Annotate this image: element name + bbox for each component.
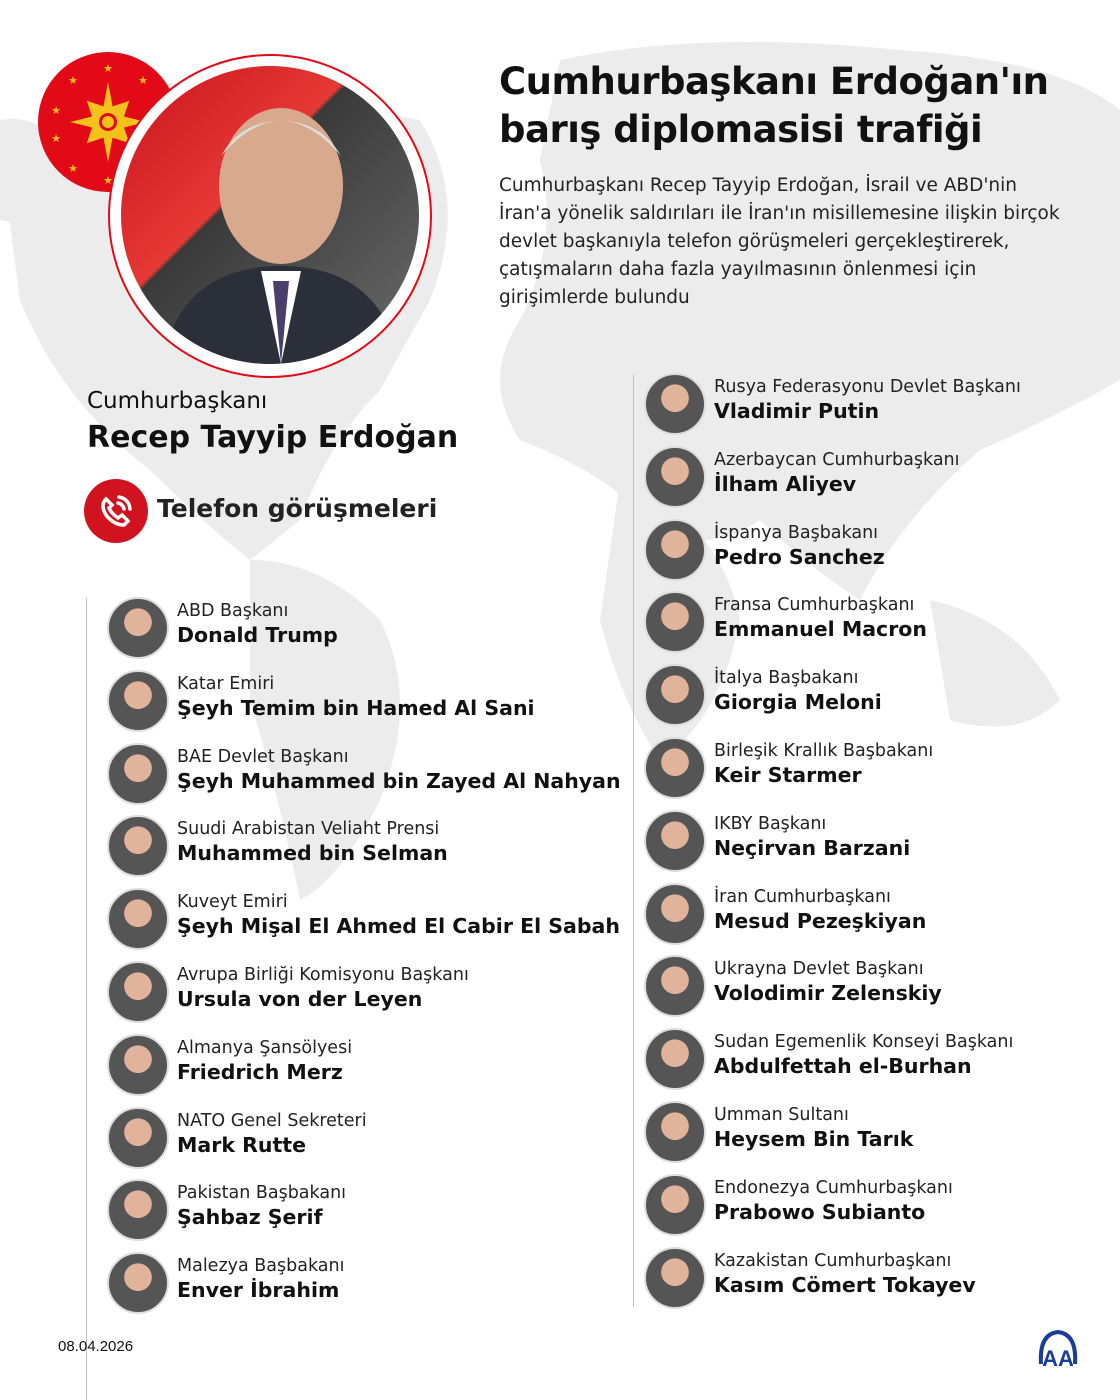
contact-name: Mesud Pezeşkiyan xyxy=(714,908,927,933)
page-description: Cumhurbaşkanı Recep Tayyip Erdoğan, İsra… xyxy=(499,175,1060,308)
contact-name: Vladimir Putin xyxy=(714,399,880,423)
right-divider xyxy=(633,375,634,1307)
contact-avatar xyxy=(644,1101,706,1163)
leader-name: Recep Tayyip Erdoğan xyxy=(87,420,459,455)
contact-name: Donald Trump xyxy=(177,623,338,647)
contact-avatar xyxy=(107,815,169,878)
contact-avatar xyxy=(644,882,706,945)
contact-avatar xyxy=(644,955,706,1018)
contact-name: Enver İbrahim xyxy=(177,1278,340,1303)
contact-role: Rusya Federasyonu Devlet Başkanı xyxy=(714,377,1021,397)
contact-avatar xyxy=(644,664,706,727)
contact-name: Kasım Cömert Tokayev xyxy=(714,1272,976,1297)
contact-name: Pedro Sanchez xyxy=(714,544,885,569)
contact-avatar xyxy=(107,1179,169,1242)
contact-name: Abdulfettah el-Burhan xyxy=(714,1054,972,1079)
svg-text:★: ★ xyxy=(103,62,113,75)
svg-text:★: ★ xyxy=(51,132,61,145)
svg-text:AA: AA xyxy=(1042,1346,1074,1370)
contact-avatar xyxy=(644,591,706,654)
contact-avatar xyxy=(107,888,169,951)
contact-role: İspanya Başbakanı xyxy=(714,522,879,543)
contact-avatar xyxy=(644,373,706,435)
contact-name: Muhammed bin Selman xyxy=(177,841,448,866)
contact-avatar xyxy=(107,1033,169,1096)
aa-logo: AA xyxy=(1037,1328,1079,1374)
contact-name: Şeyh Temim bin Hamed Al Sani xyxy=(177,695,535,720)
phone-icon xyxy=(84,479,148,543)
contact-role: BAE Devlet Başkanı xyxy=(177,746,349,767)
contact-avatar xyxy=(644,1173,706,1236)
svg-text:★: ★ xyxy=(138,74,148,87)
contact-avatar xyxy=(107,597,169,659)
calls-label: Telefon görüşmeleri xyxy=(157,494,438,523)
date: 08.04.2026 xyxy=(58,1338,134,1355)
page-title: Cumhurbaşkanı Erdoğan'ın barış diplomasi… xyxy=(499,60,1049,151)
contact-name: Şeyh Mişal El Ahmed El Cabir El Sabah xyxy=(177,914,620,939)
contact-role: Birleşik Krallık Başbakanı xyxy=(714,741,934,761)
svg-text:★: ★ xyxy=(51,104,61,117)
contact-role: Fransa Cumhurbaşkanı xyxy=(714,595,915,616)
contact-avatar xyxy=(644,445,706,508)
contact-role: Endonezya Cumhurbaşkanı xyxy=(714,1177,953,1198)
leader-portrait xyxy=(121,66,419,364)
left-divider xyxy=(86,598,87,1400)
contact-role: Umman Sultanı xyxy=(714,1105,849,1125)
contact-avatar xyxy=(107,669,169,732)
contact-role: İran Cumhurbaşkanı xyxy=(714,886,891,907)
contact-name: Neçirvan Barzani xyxy=(714,835,911,860)
contact-avatar xyxy=(107,1106,169,1169)
contact-role: ABD Başkanı xyxy=(177,601,289,621)
contact-role: IKBY Başkanı xyxy=(714,813,827,834)
contact-role: Sudan Egemenlik Konseyi Başkanı xyxy=(714,1032,1014,1053)
contact-avatar xyxy=(644,737,706,799)
contact-name: Mark Rutte xyxy=(177,1132,306,1157)
contact-role: NATO Genel Sekreteri xyxy=(177,1110,367,1131)
contact-name: Emmanuel Macron xyxy=(714,617,927,642)
contact-role: Pakistan Başbakanı xyxy=(177,1183,347,1204)
contact-avatar xyxy=(644,809,706,872)
contact-role: Avrupa Birliği Komisyonu Başkanı xyxy=(177,965,469,985)
contact-role: Kazakistan Cumhurbaşkanı xyxy=(714,1250,952,1271)
contact-avatar xyxy=(107,961,169,1023)
contact-name: Volodimir Zelenskiy xyxy=(714,981,942,1006)
contact-avatar xyxy=(644,518,706,581)
contact-role: Kuveyt Emiri xyxy=(177,892,288,913)
contact-avatar xyxy=(107,742,169,805)
contact-avatar xyxy=(644,1028,706,1091)
contact-avatar xyxy=(107,1252,169,1315)
contact-name: İlham Aliyev xyxy=(714,471,857,496)
leader-role: Cumhurbaşkanı xyxy=(87,388,268,414)
contact-role: İtalya Başbakanı xyxy=(714,668,859,689)
contact-role: Ukrayna Devlet Başkanı xyxy=(714,959,924,980)
contact-name: Şahbaz Şerif xyxy=(177,1205,323,1230)
contact-name: Ursula von der Leyen xyxy=(177,987,423,1011)
svg-text:★: ★ xyxy=(68,162,78,175)
contact-name: Keir Starmer xyxy=(714,763,862,787)
contact-avatar xyxy=(644,1246,706,1309)
svg-text:★: ★ xyxy=(103,174,113,187)
contact-role: Almanya Şansölyesi xyxy=(177,1037,353,1058)
contact-role: Suudi Arabistan Veliaht Prensi xyxy=(177,819,440,840)
contact-name: Heysem Bin Tarık xyxy=(714,1127,914,1151)
contact-role: Azerbaycan Cumhurbaşkanı xyxy=(714,449,960,470)
contact-role: Malezya Başbakanı xyxy=(177,1256,345,1277)
contact-name: Friedrich Merz xyxy=(177,1059,343,1084)
contact-name: Giorgia Meloni xyxy=(714,690,882,715)
contact-name: Prabowo Subianto xyxy=(714,1199,926,1224)
contact-name: Şeyh Muhammed bin Zayed Al Nahyan xyxy=(177,768,621,793)
svg-text:★: ★ xyxy=(68,74,78,87)
contact-role: Katar Emiri xyxy=(177,673,275,694)
